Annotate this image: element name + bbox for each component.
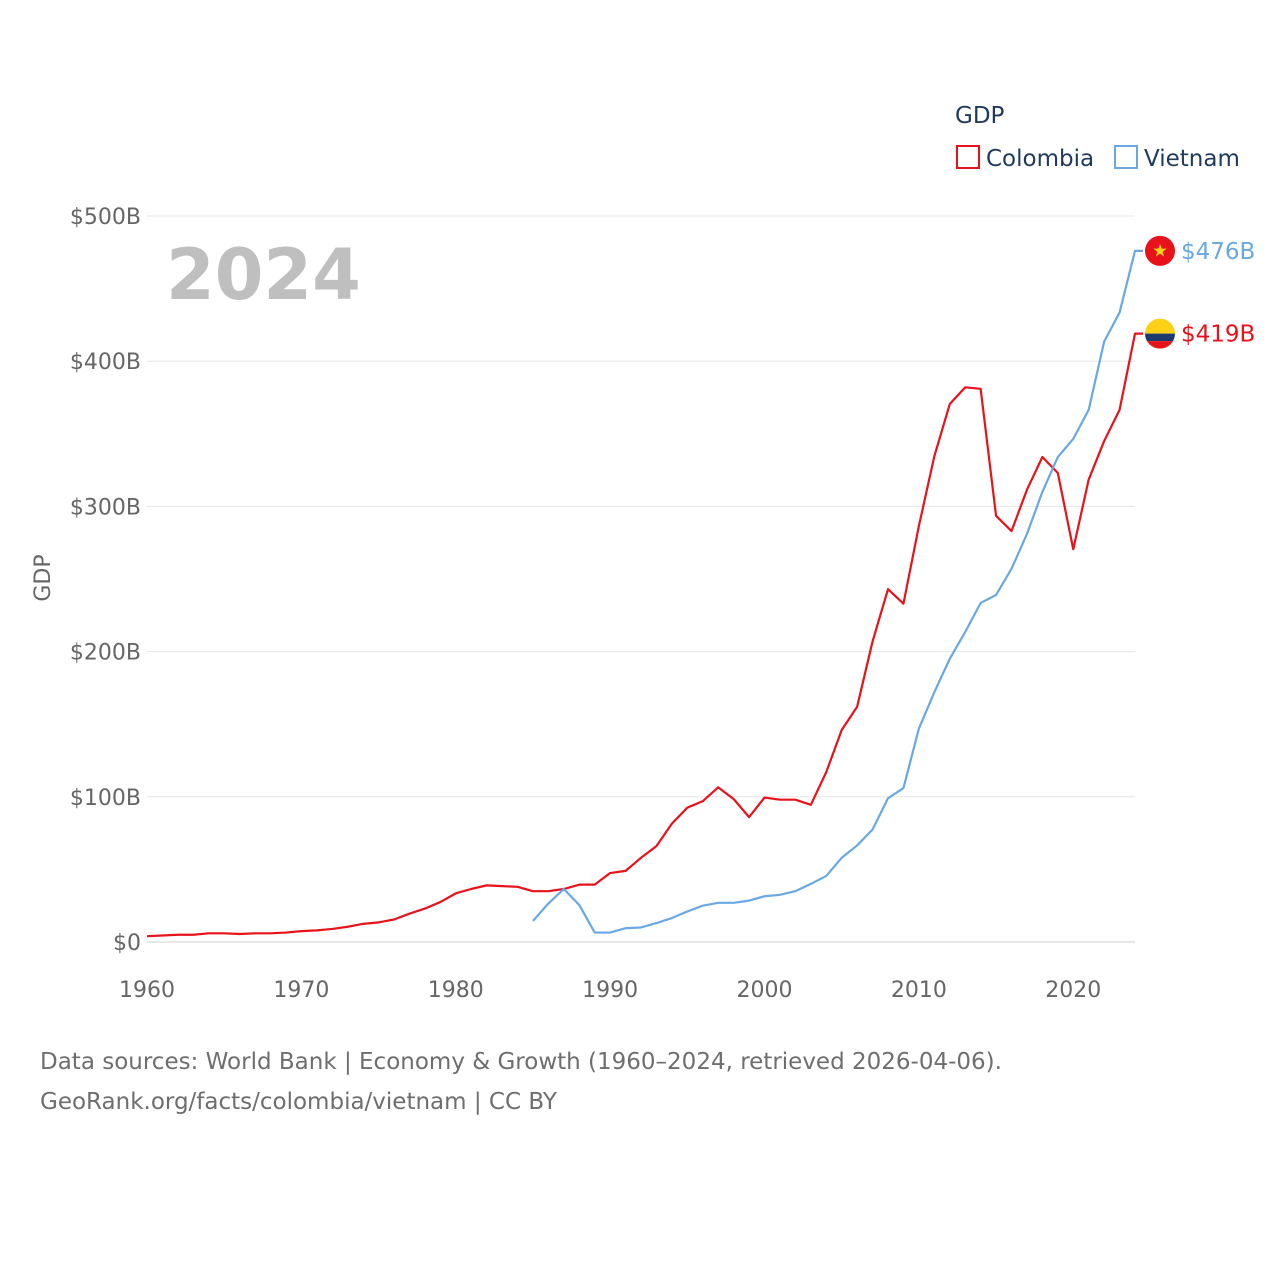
- legend-item-vietnam[interactable]: Vietnam: [1114, 145, 1240, 172]
- colombia-flag-icon: [1145, 318, 1175, 349]
- end-value-label-colombia: $419B: [1181, 322, 1255, 348]
- y-tick-label: $500B: [70, 205, 141, 230]
- y-tick-label: $100B: [70, 786, 141, 811]
- gridlines: [147, 215, 1135, 943]
- end-value-label-vietnam: $476B: [1181, 239, 1255, 265]
- x-tick-label: 1990: [582, 978, 638, 1003]
- x-tick-label: 1960: [119, 978, 175, 1003]
- year-label: 2024: [166, 234, 361, 316]
- x-tick-label: 2000: [737, 978, 793, 1003]
- x-tick-label: 1980: [428, 978, 484, 1003]
- y-axis-ticks: $0 $100B $200B $300B $400B $500B: [70, 205, 141, 956]
- x-tick-label: 2010: [891, 978, 947, 1003]
- y-axis-title: GDP: [31, 554, 56, 601]
- y-tick-label: $400B: [70, 350, 141, 375]
- vietnam-flag-icon: [1145, 235, 1175, 266]
- y-tick-label: $0: [113, 931, 141, 956]
- legend: GDP Colombia Vietnam: [955, 103, 1240, 172]
- legend-swatch-vietnam: [1114, 145, 1138, 169]
- legend-item-colombia[interactable]: Colombia: [956, 145, 1094, 172]
- series-lines: [146, 249, 1143, 938]
- legend-title: GDP: [955, 103, 1005, 129]
- footer-source: Data sources: World Bank | Economy & Gro…: [40, 1042, 1240, 1122]
- end-markers: $419B $476B: [1145, 235, 1255, 349]
- y-tick-label: $300B: [70, 495, 141, 520]
- series-line-colombia[interactable]: [146, 332, 1143, 938]
- footer-attribution[interactable]: GeoRank.org/facts/colombia/vietnam | CC …: [40, 1089, 557, 1115]
- footer-data-sources: Data sources: World Bank | Economy & Gro…: [40, 1049, 1002, 1075]
- series-line-vietnam[interactable]: [532, 249, 1143, 934]
- x-tick-label: 1970: [273, 978, 329, 1003]
- legend-swatch-colombia: [956, 145, 980, 169]
- y-tick-label: $200B: [70, 641, 141, 666]
- x-axis-ticks: 1960 1970 1980 1990 2000 2010 2020: [119, 978, 1101, 1003]
- legend-label-vietnam: Vietnam: [1144, 146, 1240, 172]
- x-tick-label: 2020: [1045, 978, 1101, 1003]
- legend-label-colombia: Colombia: [986, 146, 1094, 172]
